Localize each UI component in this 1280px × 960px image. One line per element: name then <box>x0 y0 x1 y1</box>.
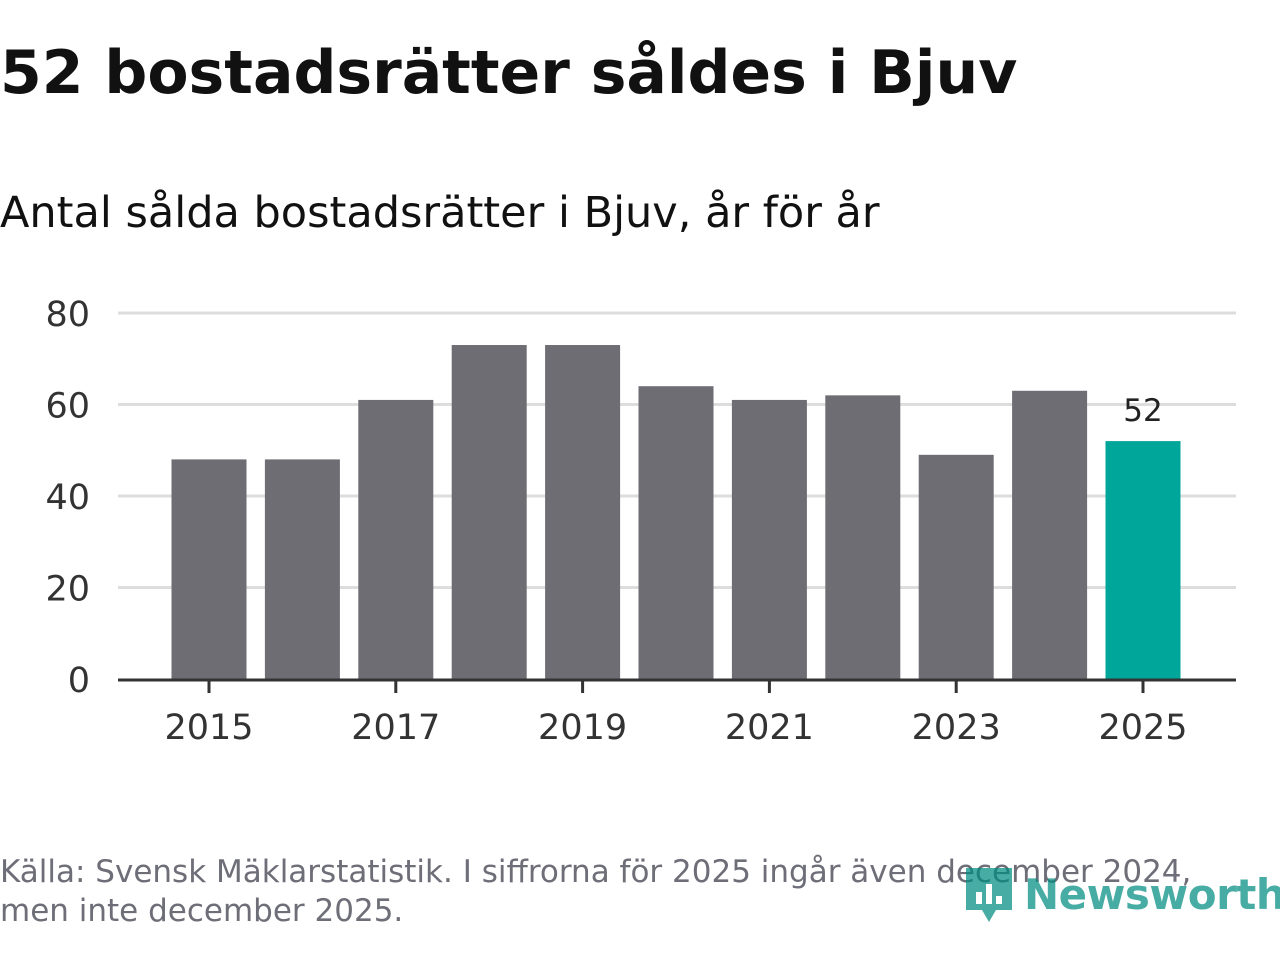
x-tick-label: 2025 <box>1098 708 1187 748</box>
bar <box>1012 390 1088 679</box>
bar <box>825 395 901 679</box>
data-label: 52 <box>1123 393 1162 429</box>
bar <box>451 345 527 679</box>
chart-title: 52 bostadsrätter såldes i Bjuv <box>0 38 1018 108</box>
bar <box>918 454 994 679</box>
bar <box>171 459 247 679</box>
y-tick-label: 0 <box>68 661 90 701</box>
bar <box>264 459 340 679</box>
chart-subtitle: Antal sålda bostadsrätter i Bjuv, år för… <box>0 188 880 238</box>
x-tick-label: 2019 <box>538 708 627 748</box>
y-tick-label: 80 <box>45 295 90 335</box>
bar <box>638 386 714 679</box>
y-tick-label: 40 <box>45 478 90 518</box>
newsworthy-logo-text: Newsworthy <box>1024 869 1280 919</box>
bar <box>731 399 807 679</box>
bar <box>545 345 621 679</box>
y-tick-label: 60 <box>45 387 90 427</box>
bar <box>358 399 434 679</box>
newsworthy-logo-icon <box>966 868 1012 922</box>
x-tick-label: 2021 <box>725 708 814 748</box>
newsworthy-logo: Newsworthy <box>962 862 1280 926</box>
y-tick-label: 20 <box>45 570 90 610</box>
bar-highlight <box>1105 441 1181 679</box>
x-tick-label: 2015 <box>164 708 253 748</box>
x-tick-label: 2017 <box>351 708 440 748</box>
x-tick-label: 2023 <box>912 708 1001 748</box>
